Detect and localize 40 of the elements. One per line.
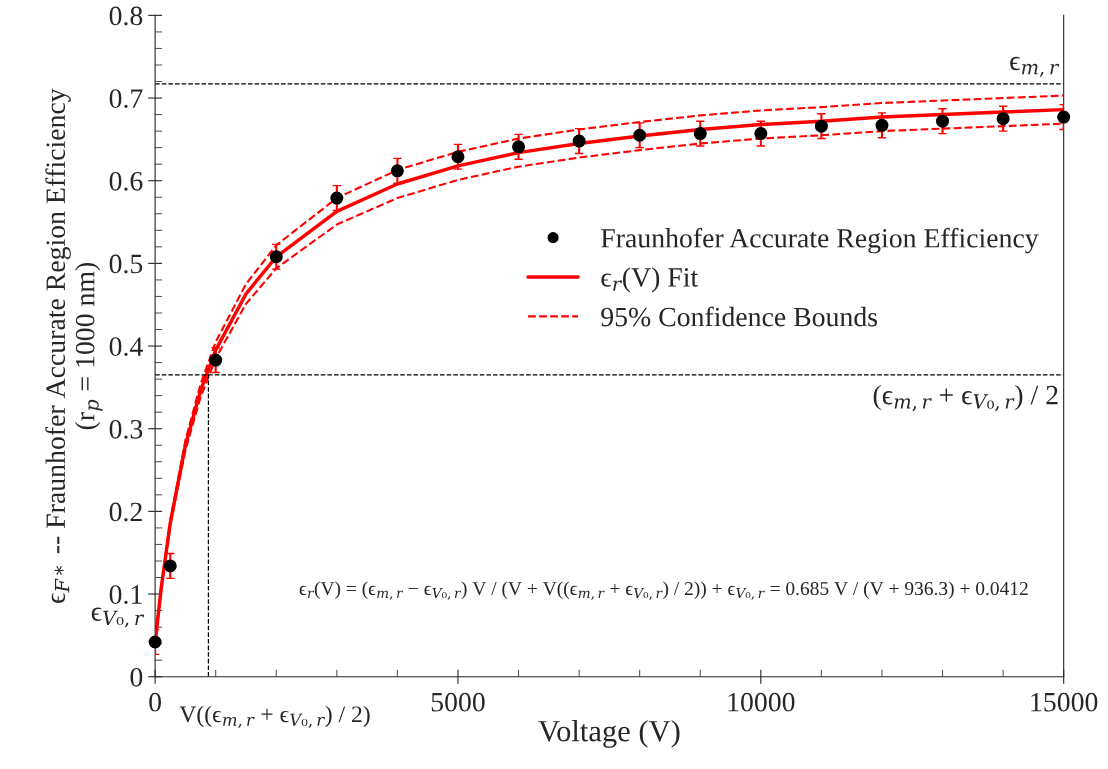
point: [390, 164, 404, 178]
point: [875, 118, 889, 132]
point: [1057, 110, 1071, 124]
y-tick-label: 0.7: [109, 89, 143, 109]
legend-label: ϵ$_{r}$(V) Fit: [601, 267, 699, 293]
point: [754, 127, 768, 141]
y-tick-label: 0.3: [109, 419, 143, 439]
y-tick-label: 0.4: [109, 337, 143, 357]
y-tick-label: 0.2: [109, 502, 142, 522]
point: [163, 559, 177, 573]
point: [269, 250, 283, 264]
x-tick-label: 10000: [728, 692, 795, 712]
point: [996, 112, 1010, 126]
point: [814, 119, 828, 133]
ref-line-label: V((ϵ$_{m,r}$ + ϵ$_{V₀,r}$) / 2): [179, 705, 370, 728]
point: [693, 127, 707, 141]
x-tick-label: 15000: [1031, 692, 1098, 712]
y-tick-label: 0.6: [109, 171, 143, 191]
point: [572, 134, 586, 148]
y-tick-label: 0.5: [109, 254, 143, 274]
annotation: ϵ$_{V₀,r}$: [91, 607, 145, 628]
y-tick-label: 0: [130, 667, 143, 687]
text: ϵ$_{r}$(V) = (ϵ$_{m,r}$ − ϵ$_{V₀,r}$) V / (V + V((ϵ$_{m,r}$ + ϵ$_{V₀,r}$) / 2)) + ϵ$_{V₀,r}$ = 0.685 V / (V + 936.3) + 0.0412: [299, 581, 1028, 600]
ref-line-label: ϵ$_{m,r}$: [1010, 56, 1060, 77]
point: [451, 150, 465, 164]
y-axis-title: ϵ$_{F*}$ -- Fraunhofer Accurate Region Efficiency (r$_{p}$ = 1000 nm): [45, 88, 103, 603]
legend-label: 95% Confidence Bounds: [601, 306, 878, 327]
x-axis-title: Voltage (V): [538, 719, 680, 748]
point: [148, 635, 162, 649]
point: [936, 114, 950, 128]
point: [209, 353, 223, 367]
y-tick-label: 0.8: [109, 6, 143, 26]
legend-label: Fraunhofer Accurate Region Efficiency: [601, 227, 1039, 254]
ref-line-label: (ϵ$_{m,r}$ + ϵ$_{V₀,r}$) / 2: [873, 384, 1058, 412]
x-tick-label: 5000: [431, 692, 485, 712]
point: [633, 128, 647, 142]
x-tick-label: 0: [149, 692, 162, 712]
point: [330, 191, 344, 205]
point: [512, 140, 526, 154]
y-tick-label: 0.1: [109, 585, 142, 605]
